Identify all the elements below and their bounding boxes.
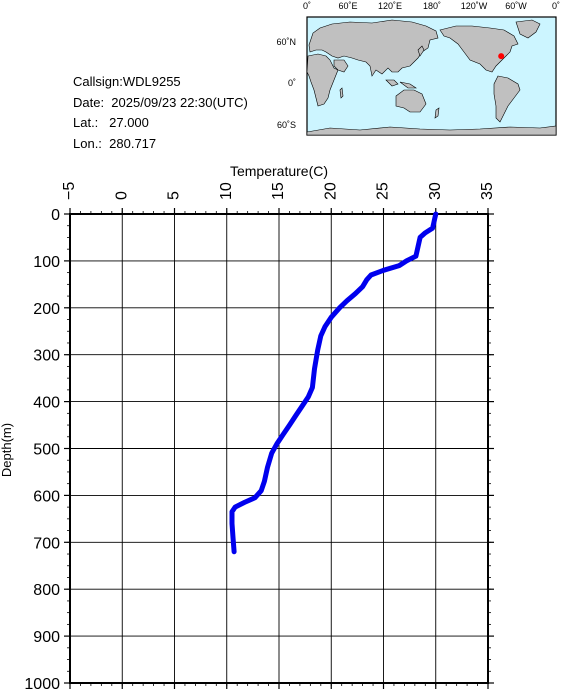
north-america-landmass — [439, 25, 519, 73]
y-axis-label: Depth(m) — [0, 423, 14, 477]
longitude-text: Lon.: 280.717 — [73, 135, 157, 151]
latitude-text: Lat.: 27.000 — [73, 115, 149, 131]
map-lon-label: 120˚W — [461, 1, 488, 11]
callsign-text: Callsign:WDL9255 — [73, 74, 181, 89]
x-tick-label: 35 — [479, 182, 496, 200]
x-tick-label: 30 — [427, 182, 444, 200]
y-tick-label: 0 — [51, 207, 60, 224]
map-lon-label: 60˚E — [338, 1, 357, 11]
japan-landmass — [417, 45, 425, 57]
y-tick-label: 700 — [33, 535, 60, 552]
map-lon-label: 0˚ — [303, 1, 311, 11]
arabia-landmass — [333, 59, 349, 73]
africa-landmass — [306, 53, 339, 107]
y-tick-label: 900 — [33, 629, 60, 646]
map-lat-label: 0˚ — [288, 78, 296, 88]
map-lon-label: 60˚W — [505, 1, 527, 11]
map-lon-label: 0˚ — [552, 1, 560, 11]
x-tick-label: 5 — [166, 191, 183, 200]
x-tick-label: 0 — [113, 191, 130, 200]
map-lat-label: 60˚N — [276, 37, 296, 47]
indonesia-landmass — [385, 79, 417, 89]
station-location-marker — [498, 53, 505, 60]
map-lat-labels: 60˚N 0˚ 60˚S — [276, 37, 296, 130]
madagascar-landmass — [339, 87, 344, 99]
new-zealand-landmass — [434, 107, 440, 119]
temperature-profile-line — [229, 211, 439, 555]
antarctica-landmass — [306, 125, 557, 136]
y-tick-label: 200 — [33, 301, 60, 318]
x-axis-label: Temperature(C) — [230, 163, 328, 179]
y-tick-label: 400 — [33, 395, 60, 412]
y-tick-labels: 0 100 200 300 400 500 600 700 800 900 1000 — [24, 207, 60, 690]
map-landmasses — [306, 19, 557, 136]
map-lat-label: 60˚S — [277, 120, 296, 130]
eurasia-landmass — [308, 19, 439, 77]
greenland-landmass — [515, 19, 541, 39]
map-lon-label: 120˚E — [378, 1, 402, 11]
x-tick-label: 15 — [270, 182, 287, 200]
y-tick-label: 500 — [33, 442, 60, 459]
date-text: Date: 2025/09/23 22:30(UTC) — [73, 94, 248, 110]
x-tick-label: −5 — [61, 182, 78, 200]
world-map: 0˚ 60˚E 120˚E 180˚ 120˚W 60˚W 0˚ 60˚N 0˚… — [276, 1, 560, 136]
y-tick-label: 800 — [33, 582, 60, 599]
x-tick-label: 20 — [322, 182, 339, 200]
y-tick-label: 1000 — [24, 676, 60, 690]
x-tick-labels: −5 0 5 10 15 20 25 30 35 — [61, 182, 496, 200]
south-america-landmass — [493, 75, 521, 123]
x-tick-label: 25 — [375, 182, 392, 200]
chart-series — [229, 211, 439, 555]
chart-grid — [69, 214, 489, 683]
y-tick-label: 100 — [33, 254, 60, 271]
y-tick-label: 300 — [33, 348, 60, 365]
x-tick-label: 10 — [218, 182, 235, 200]
map-lon-label: 180˚ — [423, 1, 441, 11]
australia-landmass — [395, 89, 427, 113]
map-lon-labels: 0˚ 60˚E 120˚E 180˚ 120˚W 60˚W 0˚ — [303, 1, 560, 11]
y-tick-label: 600 — [33, 488, 60, 505]
station-info: Callsign:WDL9255 Date: 2025/09/23 22:30(… — [73, 72, 248, 154]
plot-frame — [69, 213, 489, 684]
